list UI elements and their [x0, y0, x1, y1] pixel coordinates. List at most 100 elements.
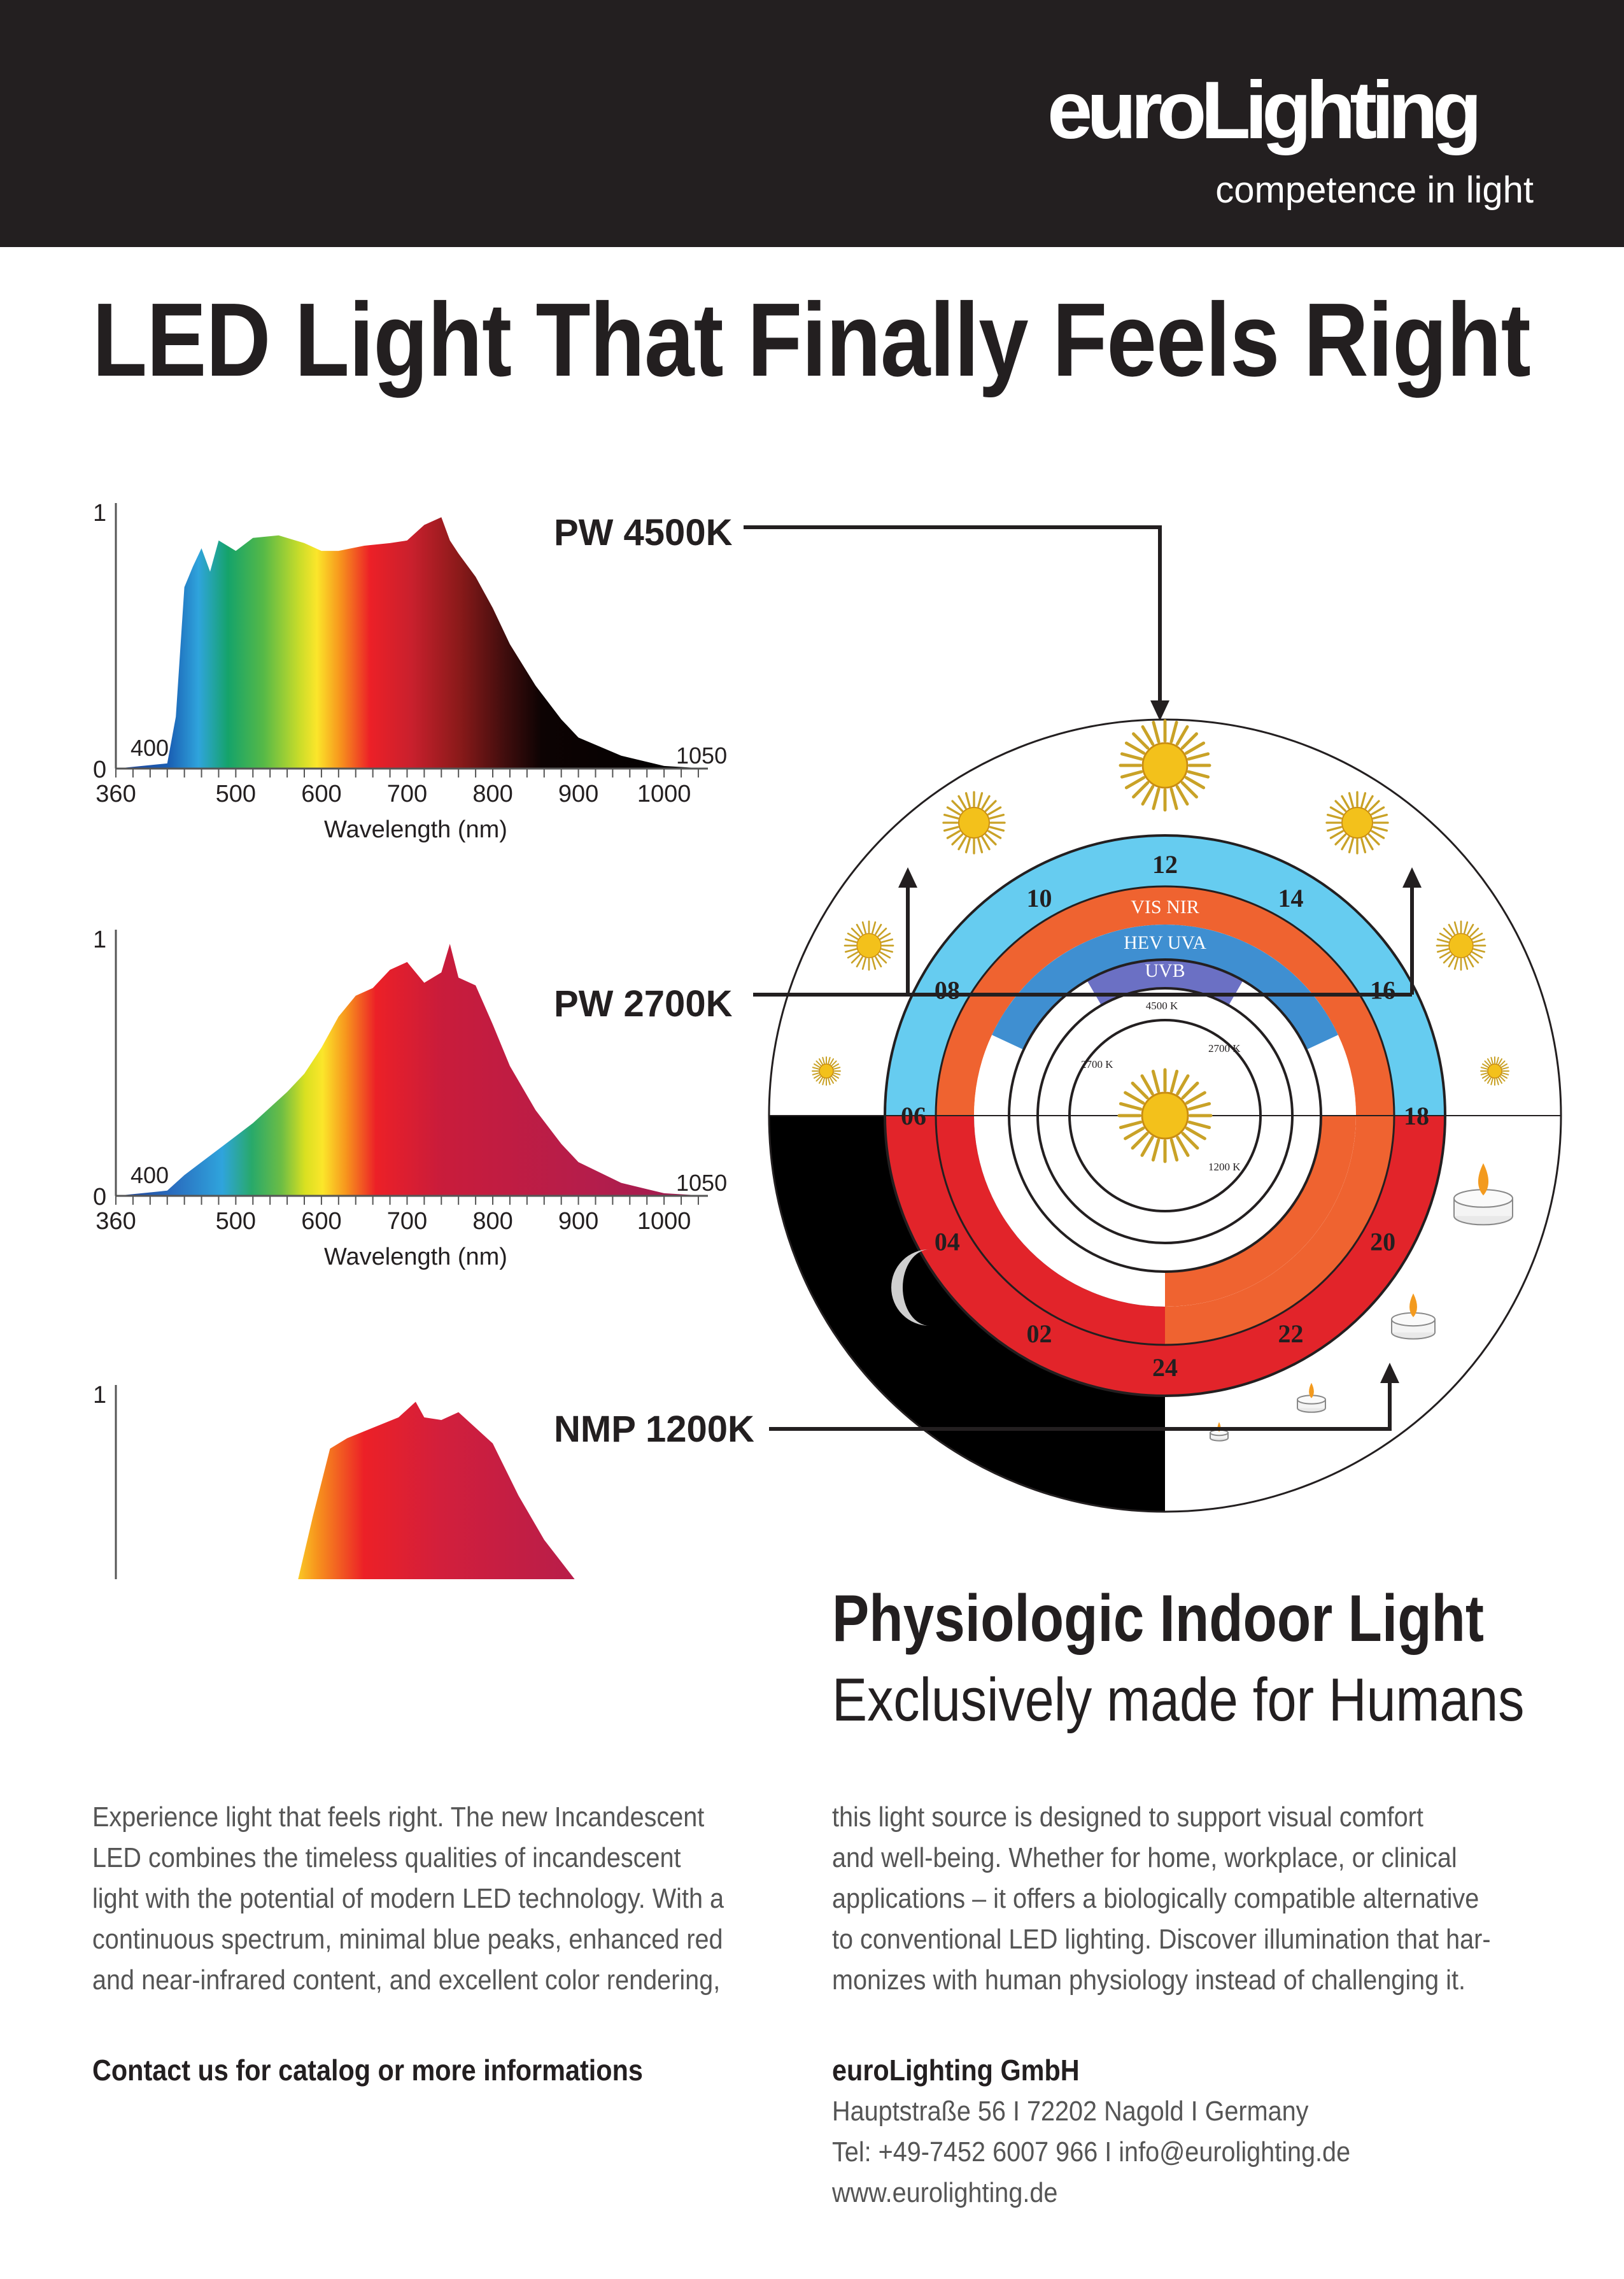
- sun-ray: [987, 806, 1002, 816]
- sun-ray: [1169, 787, 1178, 811]
- body-line: light with the potential of modern LED t…: [92, 1883, 724, 1914]
- sun-ray: [1481, 1074, 1489, 1079]
- sun-ray: [1367, 800, 1380, 813]
- sun-ray: [1467, 956, 1474, 968]
- sun-ray: [1152, 720, 1161, 744]
- sun-ray: [822, 1056, 825, 1065]
- sun-ray: [861, 957, 866, 970]
- sun-ray: [1185, 1091, 1206, 1105]
- body-line: continuous spectrum, minimal blue peaks,…: [92, 1924, 723, 1955]
- sun-ray: [1471, 951, 1483, 959]
- sun-ray: [830, 1077, 834, 1084]
- sun-disc: [958, 807, 990, 839]
- evening-band: [936, 1116, 1165, 1345]
- sun-disc: [1487, 1063, 1502, 1079]
- sun-ray: [1448, 923, 1455, 935]
- range-label-start: 400: [131, 735, 169, 761]
- sun-ray: [1496, 1056, 1499, 1065]
- moon-icon: [891, 1249, 929, 1326]
- sun-ray: [1500, 1063, 1508, 1068]
- page-headline: LED Light That Finally Feels Right: [92, 281, 1531, 398]
- sun-ray: [1187, 752, 1210, 761]
- sun-ray: [1181, 1081, 1199, 1100]
- sun-ray: [1151, 1069, 1161, 1093]
- sun-ray: [1176, 1074, 1190, 1096]
- sun-ray: [1371, 806, 1385, 816]
- sun-ray: [1184, 776, 1206, 790]
- connector-lines: [744, 525, 1422, 1431]
- vis-nir-band: [936, 886, 1394, 1116]
- arrowhead-icon: [1402, 867, 1422, 888]
- sun-disc: [1341, 807, 1373, 839]
- y-tick-label: 1: [93, 927, 106, 953]
- arrowhead-icon: [898, 867, 917, 888]
- sun-ray: [1141, 785, 1155, 806]
- sun-ray: [1348, 792, 1354, 808]
- sun-ray: [943, 826, 959, 832]
- sun-ray: [964, 837, 971, 854]
- x-tick-label: 900: [558, 781, 598, 807]
- hour-label: 04: [935, 1228, 960, 1256]
- sun-ray: [1372, 813, 1388, 820]
- sun-ray: [1151, 1138, 1161, 1162]
- sun-ray: [1140, 1135, 1154, 1157]
- series-label: PW 4500K: [554, 512, 733, 553]
- sun-ray: [1124, 776, 1146, 790]
- sun-ray: [989, 813, 1005, 820]
- sun-ray: [812, 1067, 820, 1070]
- x-tick-label: 700: [387, 1208, 427, 1235]
- sun-ray: [1175, 725, 1189, 746]
- sun-ray: [812, 1072, 820, 1076]
- tealight-icon: [1297, 1382, 1326, 1413]
- arrowhead-icon: [1150, 700, 1169, 721]
- sun-icon: [812, 1056, 841, 1086]
- sun-ray: [1175, 785, 1189, 806]
- sun-ray: [1140, 1074, 1154, 1096]
- sun-ray: [880, 938, 894, 943]
- sun-ray: [1180, 781, 1198, 799]
- sun-ray: [847, 951, 859, 959]
- sun-ray: [1367, 833, 1380, 846]
- x-tick-label: 360: [95, 781, 136, 807]
- company-website[interactable]: www.eurolighting.de: [832, 2177, 1058, 2208]
- sun-ray: [1169, 720, 1178, 744]
- body-line: to conventional LED lighting. Discover i…: [832, 1924, 1491, 1955]
- sun-ray: [1443, 927, 1453, 937]
- sun-ray: [813, 1074, 821, 1079]
- sun-ray: [844, 938, 858, 943]
- x-tick-label: 900: [558, 1208, 598, 1235]
- sun-ray: [1499, 1076, 1506, 1082]
- body-text-left: Experience light that feels right. The n…: [92, 1797, 724, 2001]
- x-tick-label: 500: [216, 1208, 256, 1235]
- sun-ray: [1120, 770, 1143, 779]
- sun-disc: [1141, 1091, 1189, 1140]
- contact-cta[interactable]: Contact us for catalog or more informati…: [92, 2054, 643, 2087]
- sun-ray: [1436, 938, 1450, 943]
- sun-icon: [1119, 719, 1211, 812]
- sun-disc: [819, 1063, 834, 1079]
- sun-ray: [819, 1058, 823, 1065]
- sun-ray: [851, 954, 861, 964]
- sun-ray: [1360, 837, 1367, 854]
- sun-ray: [1364, 795, 1374, 809]
- connector-4500: [744, 525, 1162, 707]
- sun-ray: [1484, 1076, 1490, 1082]
- sun-ray: [1484, 1060, 1490, 1067]
- body-line: LED combines the timeless qualities of i…: [92, 1842, 681, 1873]
- sun-ray: [1464, 921, 1469, 934]
- sun-disc: [1448, 933, 1474, 958]
- cct-label: 4500 K: [1146, 1000, 1178, 1012]
- sun-ray: [977, 837, 984, 854]
- hour-label: 18: [1404, 1102, 1429, 1130]
- sun-ray: [1372, 826, 1388, 832]
- sun-ray: [1132, 732, 1150, 750]
- sun-ray: [856, 956, 863, 968]
- sun-ray: [987, 830, 1002, 839]
- sun-ray: [943, 813, 959, 820]
- flame-icon: [1409, 1293, 1417, 1317]
- series-label: PW 2700K: [554, 983, 733, 1025]
- company-phone-email[interactable]: Tel: +49-7452 6007 966 I info@eurolighti…: [832, 2136, 1351, 2168]
- sun-ray: [1498, 1077, 1502, 1084]
- hour-label: 12: [1152, 850, 1178, 879]
